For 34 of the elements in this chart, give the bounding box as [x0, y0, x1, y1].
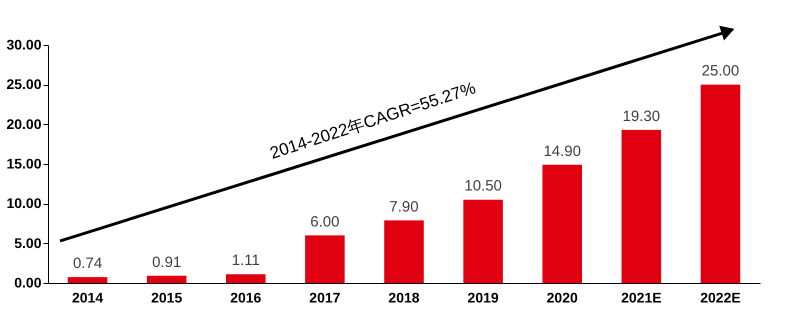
x-tick-label: 2019 — [468, 290, 499, 306]
y-tick-label: 20.00 — [6, 116, 42, 132]
data-label: 14.90 — [543, 142, 581, 160]
bar — [542, 164, 582, 283]
bar — [146, 276, 186, 283]
data-label: 7.90 — [389, 198, 419, 216]
x-tick-label: 2015 — [151, 290, 182, 306]
x-tick-label: 2014 — [72, 290, 104, 306]
y-tick-label: 10.00 — [6, 195, 42, 212]
bar — [305, 235, 345, 283]
y-tick-label: 0.00 — [14, 274, 42, 290]
x-tick-label: 2018 — [388, 290, 420, 306]
data-label: 0.91 — [152, 254, 182, 271]
x-tick-label: 2016 — [230, 290, 262, 306]
data-label: 10.50 — [464, 178, 502, 195]
data-label: 0.74 — [72, 255, 102, 272]
bar — [384, 220, 424, 283]
x-tick-label: 2020 — [546, 290, 578, 306]
data-label: 19.30 — [622, 108, 660, 125]
bar — [622, 130, 662, 283]
y-tick-label: 5.00 — [14, 234, 42, 251]
bar — [68, 277, 108, 283]
x-tick-label: 2022E — [700, 290, 741, 306]
y-tick-label: 30.00 — [6, 36, 42, 52]
y-tick-label: 15.00 — [6, 156, 42, 172]
x-tick-label: 2021E — [621, 290, 662, 306]
data-label: 25.00 — [702, 62, 740, 80]
y-tick-label: 25.00 — [6, 76, 42, 92]
x-tick-label: 2017 — [309, 290, 341, 306]
bar — [463, 200, 503, 283]
bar — [226, 274, 266, 283]
bar — [700, 84, 740, 283]
data-label: 6.00 — [310, 213, 340, 230]
data-label: 1.11 — [232, 252, 260, 270]
